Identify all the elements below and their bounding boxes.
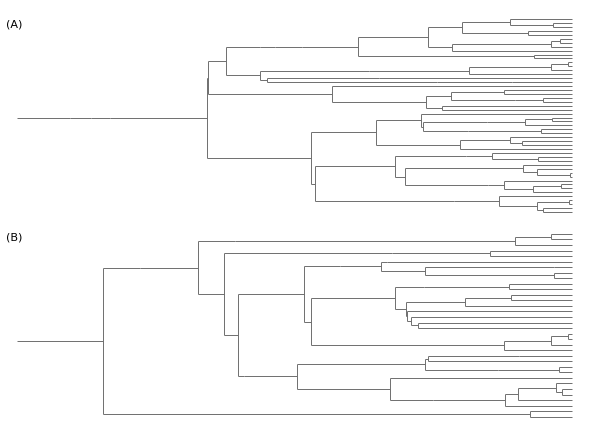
Text: (A): (A) (6, 19, 22, 29)
Text: (B): (B) (6, 232, 22, 242)
